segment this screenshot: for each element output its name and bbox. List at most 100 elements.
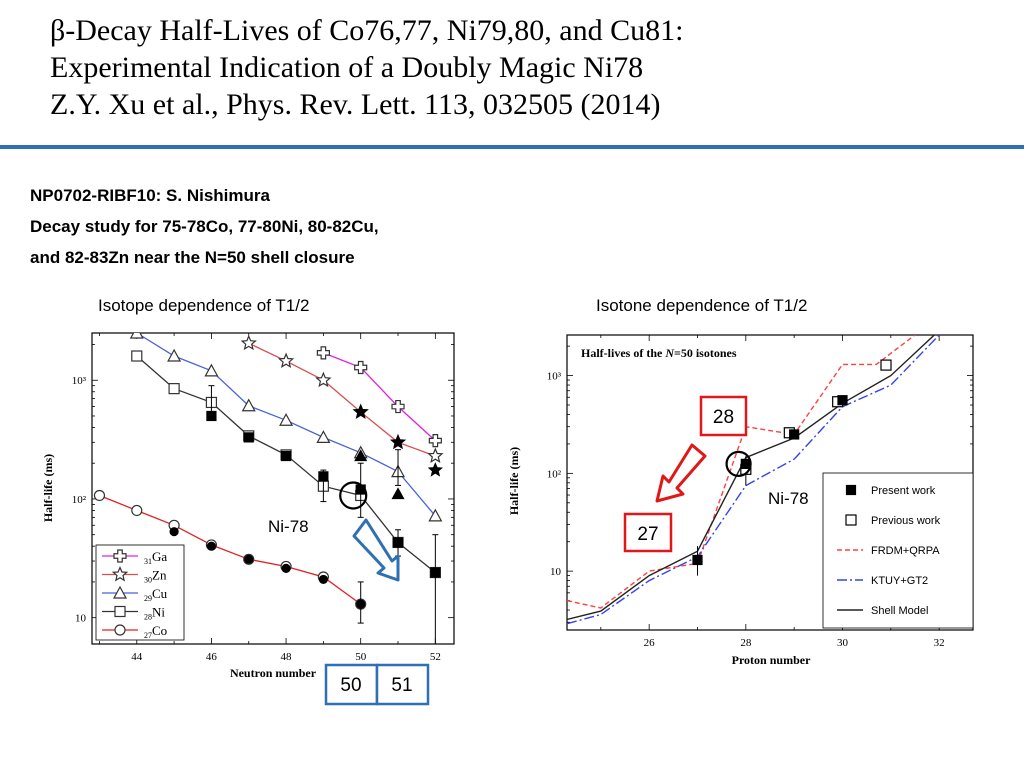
legend-label: Present work bbox=[871, 485, 936, 497]
legend-marker-previous bbox=[845, 514, 857, 526]
present-work-point-ni bbox=[430, 567, 441, 578]
ni78-label-right: Ni-78 bbox=[768, 489, 809, 508]
legend-marker-ni bbox=[114, 605, 126, 618]
legend-symbol: Ga bbox=[152, 549, 167, 564]
present-work-point-co bbox=[281, 563, 291, 574]
legend-symbol: Zn bbox=[152, 568, 167, 583]
isotone-chart: 10 10² 10³ 26 28 30 32 Proton number Half-life (… bbox=[507, 334, 974, 667]
present-work-point-ni bbox=[243, 432, 254, 443]
legend-subscript: 28 bbox=[144, 613, 152, 622]
data-point-zn bbox=[427, 447, 444, 463]
legend-subscript: 27 bbox=[144, 631, 152, 640]
title-divider bbox=[0, 145, 1024, 149]
previous-work-point bbox=[880, 359, 892, 371]
present-work-point-zn bbox=[427, 462, 443, 477]
shift-arrow-blue bbox=[352, 518, 400, 582]
box-28-label: 28 bbox=[713, 407, 734, 428]
legend-marker-co bbox=[114, 624, 126, 636]
legend-label: Shell Model bbox=[871, 605, 928, 617]
present-work-point-co bbox=[244, 554, 254, 564]
data-point-cu bbox=[167, 348, 182, 362]
present-work-point-co bbox=[169, 527, 179, 537]
plot-area bbox=[567, 335, 940, 625]
x-tick-label: 28 bbox=[740, 637, 752, 649]
legend-label-cu: 29Cu bbox=[144, 586, 168, 603]
present-work-point-zn bbox=[390, 434, 406, 449]
box-50-label: 50 bbox=[340, 675, 361, 696]
experiment-description: NP0702-RIBF10: S. Nishimura Decay study … bbox=[30, 180, 379, 273]
legend-symbol: Co bbox=[152, 623, 167, 638]
legend-entry: Previous work bbox=[845, 514, 941, 527]
present-work-point-ni bbox=[280, 450, 292, 462]
legend-subscript: 29 bbox=[144, 594, 152, 603]
present-work-point bbox=[692, 554, 703, 566]
x-tick-label: 26 bbox=[644, 637, 656, 649]
left-annotations: Ni-78 50 51 bbox=[268, 481, 430, 706]
data-point-zn bbox=[240, 334, 257, 351]
data-point-cu bbox=[316, 430, 331, 443]
y-tick-label: 10 bbox=[550, 566, 562, 578]
experiment-line-2: Decay study for 75-78Co, 77-80Ni, 80-82C… bbox=[30, 217, 379, 236]
present-work-point-ni bbox=[318, 471, 329, 482]
legend-symbol: Ni bbox=[152, 605, 165, 620]
left-chart-caption: Isotope dependence of T1/2 bbox=[98, 296, 310, 315]
data-point-cu bbox=[279, 413, 294, 426]
slide-title: β-Decay Half-Lives of Co76,77, Ni79,80, … bbox=[50, 12, 1010, 123]
data-point-ni bbox=[131, 350, 143, 362]
y-tick-label: 10² bbox=[72, 494, 87, 506]
chart-title-pre: Half-lives of the bbox=[581, 346, 665, 360]
legend-label-ni: 28Ni bbox=[144, 605, 165, 622]
x-tick-label: 50 bbox=[355, 651, 367, 663]
x-tick-label: 44 bbox=[131, 651, 143, 663]
data-point-zn bbox=[277, 352, 295, 368]
y-tick-label: 10² bbox=[547, 468, 562, 480]
x-tick-label: 46 bbox=[206, 651, 218, 663]
present-work-point-cu bbox=[391, 487, 405, 500]
experiment-line-1: NP0702-RIBF10: S. Nishimura bbox=[30, 186, 270, 205]
present-work-point-cu bbox=[354, 449, 368, 462]
experiment-line-3: and 82-83Zn near the N=50 shell closure bbox=[30, 248, 355, 267]
y-tick-label: 10³ bbox=[547, 371, 562, 383]
legend-entry: Present work bbox=[845, 484, 936, 497]
legend-marker-zn bbox=[111, 565, 129, 582]
present-work-point bbox=[837, 395, 848, 406]
legend-symbol: Cu bbox=[152, 586, 168, 601]
data-point-ga bbox=[428, 434, 442, 448]
data-point-ni bbox=[168, 383, 180, 395]
box-51-label: 51 bbox=[391, 675, 412, 696]
x-axis-label: Proton number bbox=[732, 653, 811, 667]
legend-marker-present bbox=[845, 484, 857, 496]
y-axis-label: Half-life (ms) bbox=[41, 454, 55, 522]
present-work-point-ni bbox=[392, 537, 404, 548]
chart-title: Half-lives of the N=50 isotones bbox=[581, 346, 737, 360]
present-work-point-co bbox=[318, 574, 328, 585]
legend-label: Previous work bbox=[871, 515, 941, 527]
legend-subscript: 31 bbox=[144, 557, 152, 566]
legend-label: KTUY+GT2 bbox=[871, 575, 928, 587]
x-axis-label: Neutron number bbox=[230, 666, 317, 680]
data-point-cu bbox=[241, 398, 256, 412]
present-work-point-co bbox=[356, 599, 366, 609]
series-line-co bbox=[99, 494, 362, 605]
data-point-co bbox=[93, 489, 106, 502]
present-work-point bbox=[740, 458, 751, 469]
present-work-point bbox=[789, 429, 800, 440]
ni78-circle bbox=[725, 450, 752, 477]
series-line-ga bbox=[323, 352, 436, 442]
legend-entry: Shell Model bbox=[837, 605, 928, 617]
legend-label-ga: 31Ga bbox=[144, 549, 167, 566]
legend-subscript: 30 bbox=[144, 576, 152, 585]
legend-label-co: 27Co bbox=[144, 623, 167, 640]
data-point-cu bbox=[204, 363, 219, 377]
present-work-point-co bbox=[206, 541, 217, 551]
model-line-frdm bbox=[567, 335, 916, 609]
data-point-ga bbox=[391, 399, 405, 414]
box-51 bbox=[375, 663, 430, 706]
box-27-label: 27 bbox=[637, 524, 658, 545]
data-point-cu bbox=[428, 508, 443, 522]
ni78-circle bbox=[339, 481, 368, 510]
legend-marker-cu bbox=[112, 585, 128, 599]
data-point-cu bbox=[129, 333, 144, 339]
model-line-ktuy bbox=[567, 335, 940, 625]
